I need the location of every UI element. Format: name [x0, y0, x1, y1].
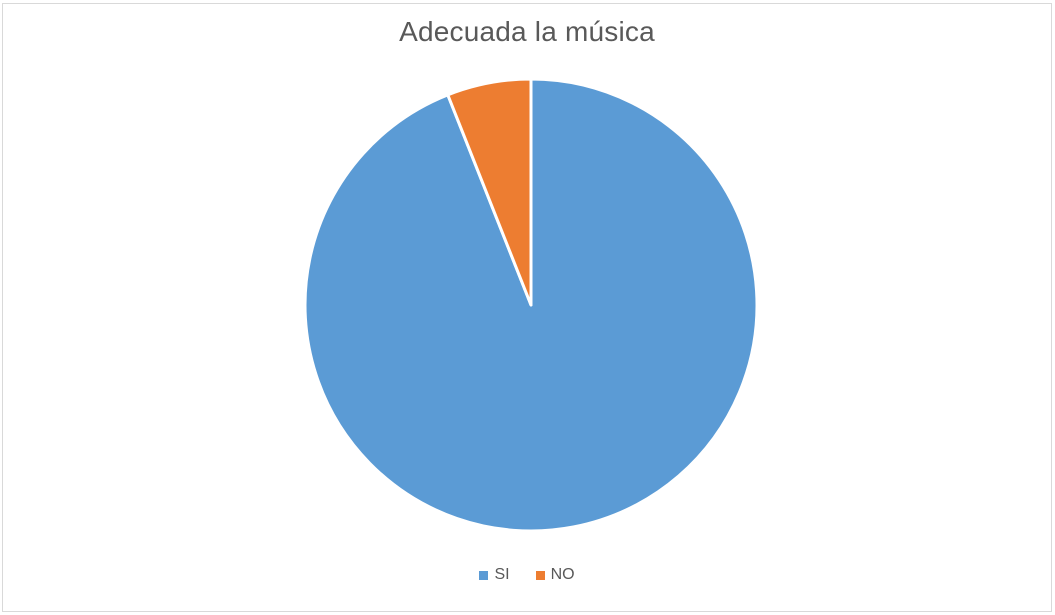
- legend-label-si: SI: [494, 566, 510, 583]
- legend-item-si: SI: [479, 566, 510, 584]
- chart-area: Adecuada la música SI NO: [2, 3, 1052, 612]
- pie-slice-no: [446, 77, 533, 307]
- legend-swatch-no: [535, 570, 545, 580]
- legend-swatch-si: [479, 570, 489, 580]
- pie-chart: [303, 77, 759, 533]
- legend-label-no: NO: [550, 566, 575, 583]
- chart-title: Adecuada la música: [399, 16, 655, 47]
- legend-item-no: NO: [535, 566, 575, 584]
- legend: SI NO: [3, 566, 1051, 584]
